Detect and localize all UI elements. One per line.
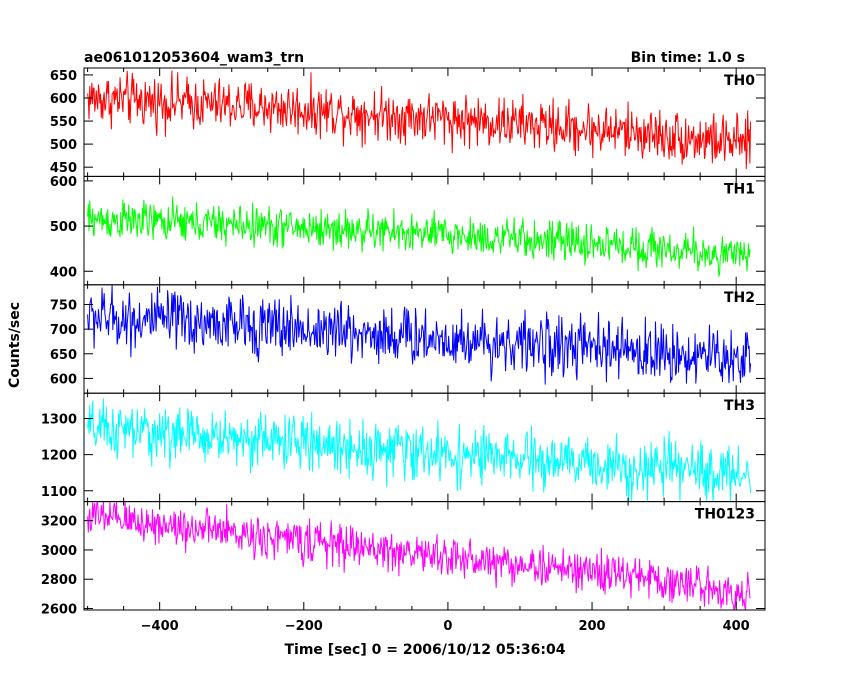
- panel-th0: 450 500 550 600 650 TH0: [50, 67, 766, 177]
- y-tick-label: 550: [50, 115, 77, 130]
- panel-label: TH2: [724, 290, 755, 306]
- y-tick-label: 700: [50, 323, 77, 338]
- y-tick-label: 3200: [41, 515, 77, 530]
- y-tick-label: 1200: [41, 449, 77, 464]
- panel-label: TH0123: [695, 507, 755, 523]
- series-line-th0: [87, 70, 752, 169]
- panel-th2: 600 650 700 750 TH2: [50, 284, 766, 394]
- y-axis-label: Counts/sec: [7, 302, 23, 388]
- y-tick-label: 400: [50, 265, 77, 280]
- panel-label: TH3: [724, 398, 755, 414]
- y-tick-label: 600: [50, 175, 77, 190]
- panel-th0123: 2600 2800 3000 3200 TH0123: [41, 501, 766, 618]
- y-tick-label: 600: [50, 92, 77, 107]
- panel-th3: 1100 1200 1300 TH3: [41, 392, 766, 503]
- x-tick-label: −400: [141, 619, 179, 634]
- y-tick-label: 3000: [41, 544, 77, 559]
- panels-group: 450 500 550 600 650 TH0 400 500 600 TH1 600 650 700 7…: [41, 67, 766, 634]
- panel-th1: 400 500 600 TH1: [50, 175, 766, 286]
- series-line-th2: [87, 285, 752, 385]
- y-tick-label: 650: [50, 348, 77, 363]
- panel-frame: [83, 501, 766, 611]
- y-tick-label: 750: [50, 299, 77, 314]
- y-tick-label: 650: [50, 69, 77, 84]
- y-tick-label: 2600: [41, 603, 77, 618]
- y-tick-label: 1300: [41, 412, 77, 427]
- panel-label: TH0: [724, 73, 755, 89]
- y-tick-label: 500: [50, 138, 77, 153]
- series-line-th3: [87, 398, 752, 502]
- series-line-th1: [87, 196, 751, 278]
- bin-time-label: Bin time: 1.0 s: [631, 50, 745, 66]
- panel-label: TH1: [724, 181, 755, 197]
- x-tick-label: 200: [578, 619, 605, 634]
- y-tick-label: 1100: [41, 485, 77, 500]
- y-tick-label: 500: [50, 220, 77, 235]
- x-tick-label: 400: [723, 619, 750, 634]
- y-tick-label: 450: [50, 161, 77, 176]
- chart-title: ae061012053604_wam3_trn: [84, 50, 304, 66]
- series-line-th0123: [87, 501, 751, 611]
- y-tick-label: 600: [50, 372, 77, 387]
- x-axis-label: Time [sec] 0 = 2006/10/12 05:36:04: [285, 642, 566, 658]
- y-tick-label: 2800: [41, 573, 77, 588]
- x-tick-label: 0: [443, 619, 452, 634]
- x-tick-label: −200: [285, 619, 323, 634]
